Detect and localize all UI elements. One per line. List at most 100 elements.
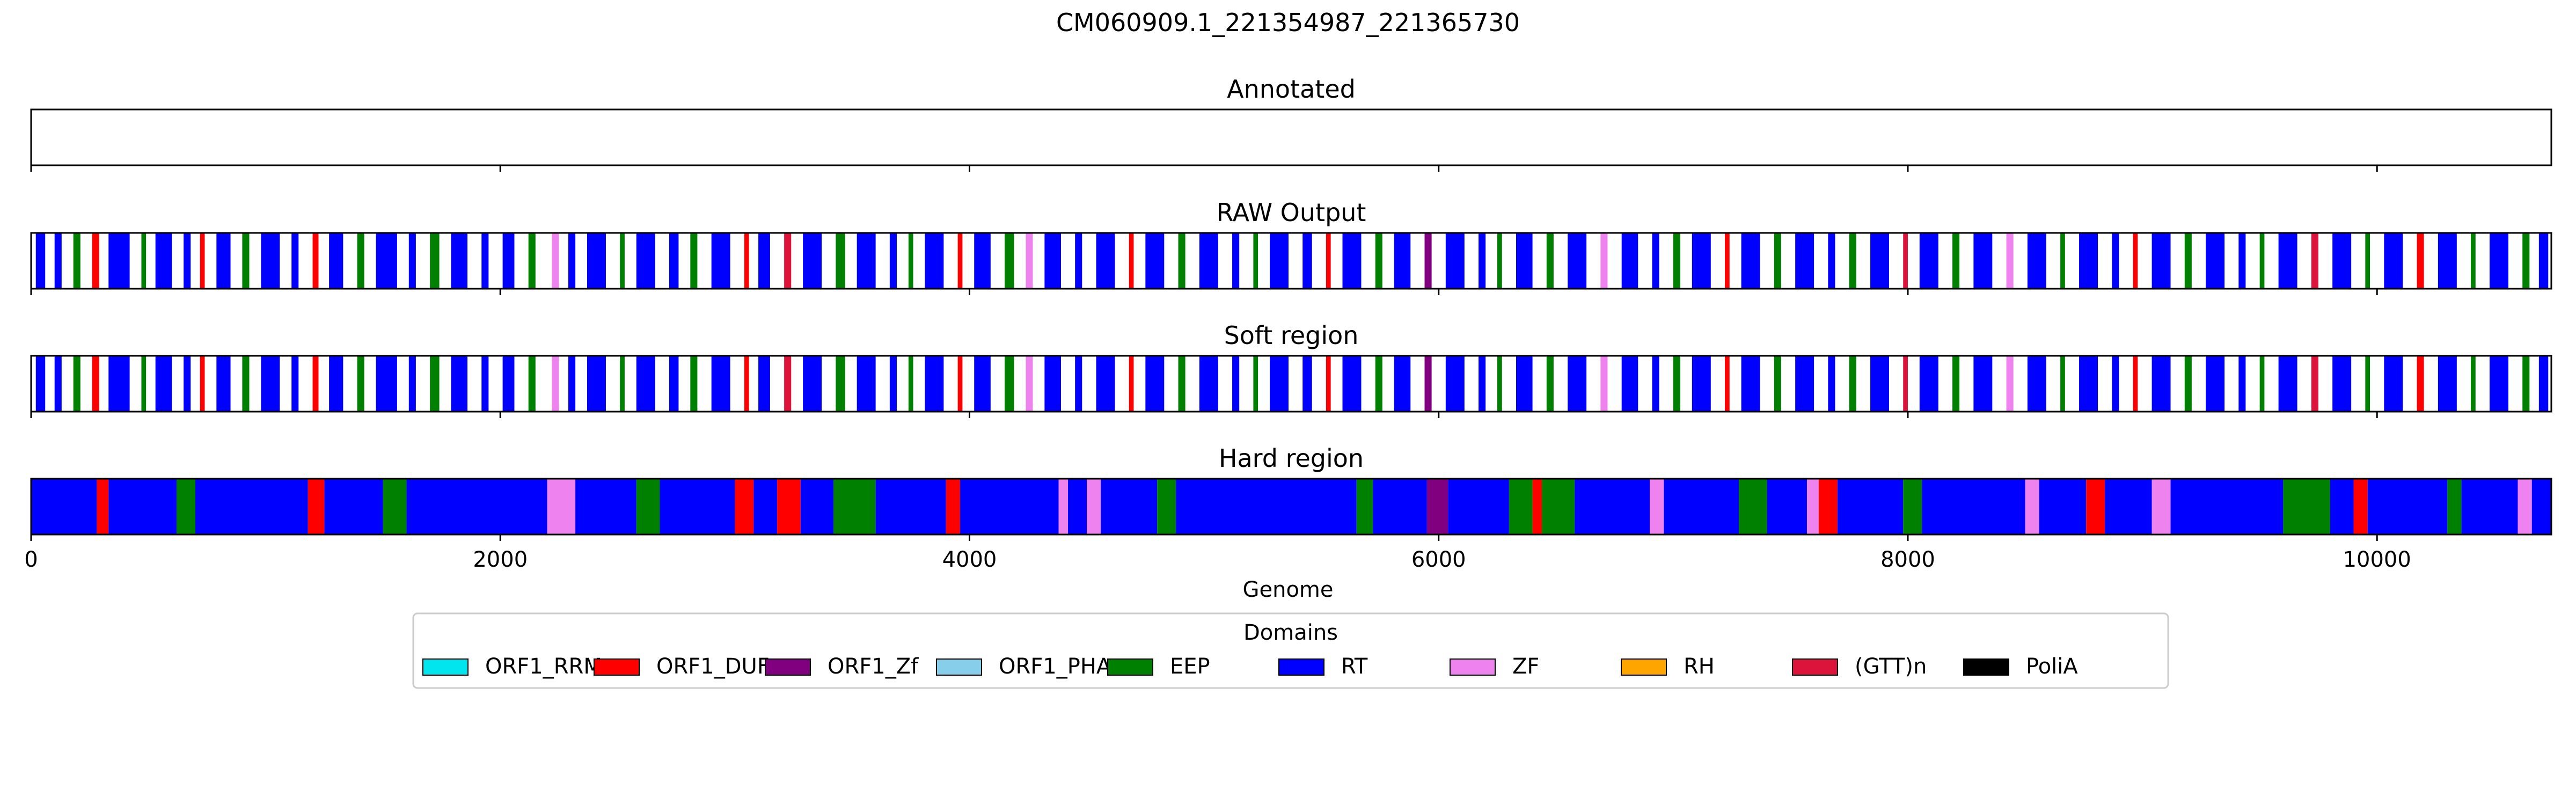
domain-segment: [1326, 356, 1331, 412]
domain-segment: [833, 479, 876, 535]
domain-segment: [1270, 233, 1289, 289]
domain-segment: [1922, 479, 2025, 535]
domain-segment: [1445, 233, 1465, 289]
legend-item: PoliA: [1963, 654, 2078, 679]
domain-segment: [2471, 233, 2476, 289]
legend-label: ORF1_DUF: [656, 654, 770, 679]
domain-segment: [1232, 233, 1240, 289]
domain-segment: [2531, 479, 2551, 535]
domain-segment: [957, 233, 963, 289]
domain-segment: [108, 479, 177, 535]
legend-label: (GTT)n: [1855, 654, 1927, 679]
domain-segment: [195, 479, 308, 535]
domain-segment: [2006, 356, 2014, 412]
domain-segment: [1741, 233, 1760, 289]
domain-segment: [889, 233, 897, 289]
domain-segment: [784, 233, 792, 289]
domain-segment: [2417, 356, 2424, 412]
domain-segment: [2490, 233, 2509, 289]
domain-segment: [1075, 233, 1082, 289]
domain-segment: [1075, 356, 1082, 412]
domain-segment: [383, 479, 407, 535]
domain-segment: [1774, 233, 1781, 289]
domain-segment: [1199, 356, 1218, 412]
domain-segment: [1725, 356, 1730, 412]
domain-segment: [2027, 356, 2046, 412]
domain-segment: [2184, 356, 2192, 412]
domain-segment: [636, 233, 655, 289]
domain-segment: [1145, 233, 1165, 289]
domain-segment: [92, 356, 99, 412]
domain-segment: [669, 356, 679, 412]
domain-segment: [1849, 356, 1856, 412]
domain-segment: [1479, 356, 1486, 412]
domain-segment: [587, 233, 606, 289]
domain-segment: [1952, 356, 1960, 412]
domain-segment: [357, 233, 364, 289]
domain-segment: [357, 356, 364, 412]
domain-segment: [1096, 356, 1115, 412]
domain-segment: [430, 233, 440, 289]
domain-segment: [2538, 356, 2549, 412]
domain-segment: [875, 479, 946, 535]
domain-segment: [1673, 356, 1680, 412]
legend-item: ORF1_RRM: [422, 654, 602, 679]
domain-segment: [2471, 356, 2476, 412]
legend-swatch: [422, 658, 469, 676]
domain-segment: [312, 233, 319, 289]
domain-segment: [974, 356, 991, 412]
legend-label: PoliA: [2026, 654, 2078, 679]
domain-segment: [2522, 233, 2530, 289]
domain-segment: [1870, 356, 1890, 412]
domain-segment: [957, 356, 963, 412]
domain-segment: [1903, 233, 1908, 289]
domain-segment: [1767, 479, 1807, 535]
domain-segment: [1326, 233, 1331, 289]
domain-segment: [2461, 479, 2518, 535]
domain-segment: [857, 233, 876, 289]
domain-segment: [1005, 233, 1014, 289]
domain-segment: [216, 356, 231, 412]
domain-segment: [108, 233, 130, 289]
domain-segment: [1044, 233, 1061, 289]
domain-segment: [54, 233, 62, 289]
domain-segment: [2206, 233, 2225, 289]
domain-segment: [1542, 479, 1575, 535]
domain-segment: [1270, 356, 1289, 412]
domain-segment: [1903, 356, 1908, 412]
x-tick-label: 6000: [1411, 547, 1466, 572]
domain-segment: [784, 356, 792, 412]
domain-segment: [2417, 233, 2424, 289]
domain-segment: [324, 479, 383, 535]
legend-swatch: [1792, 658, 1838, 676]
legend-items: ORF1_RRM ORF1_DUF ORF1_Zf ORF1_PHA EEP RT ZF RH…: [422, 654, 2078, 679]
domain-segment: [2079, 233, 2098, 289]
domain-segment: [1394, 356, 1411, 412]
domain-segment: [1516, 356, 1533, 412]
panel-frame: [30, 478, 2552, 536]
legend-label: RT: [1341, 654, 1368, 679]
domain-segment: [744, 356, 749, 412]
domain-segment: [946, 479, 961, 535]
x-tick-label: 0: [24, 547, 38, 572]
domain-segment: [2112, 356, 2119, 412]
legend-swatch: [594, 658, 640, 676]
domain-segment: [2332, 356, 2352, 412]
domain-segment: [502, 233, 515, 289]
domain-segment: [711, 233, 730, 289]
domain-segment: [200, 356, 205, 412]
domain-segment: [2384, 356, 2403, 412]
domain-segment: [376, 356, 397, 412]
domain-segment: [2184, 233, 2192, 289]
domain-segment: [1973, 356, 1993, 412]
domain-segment: [2151, 356, 2171, 412]
legend-item: EEP: [1107, 654, 1210, 679]
panel-title: Soft region: [1224, 321, 1359, 350]
domain-segment: [2206, 356, 2225, 412]
domain-segment: [1253, 233, 1258, 289]
domain-segment: [2006, 233, 2014, 289]
domain-segment: [184, 233, 191, 289]
domain-segment: [1199, 233, 1218, 289]
domain-segment: [1568, 356, 1587, 412]
